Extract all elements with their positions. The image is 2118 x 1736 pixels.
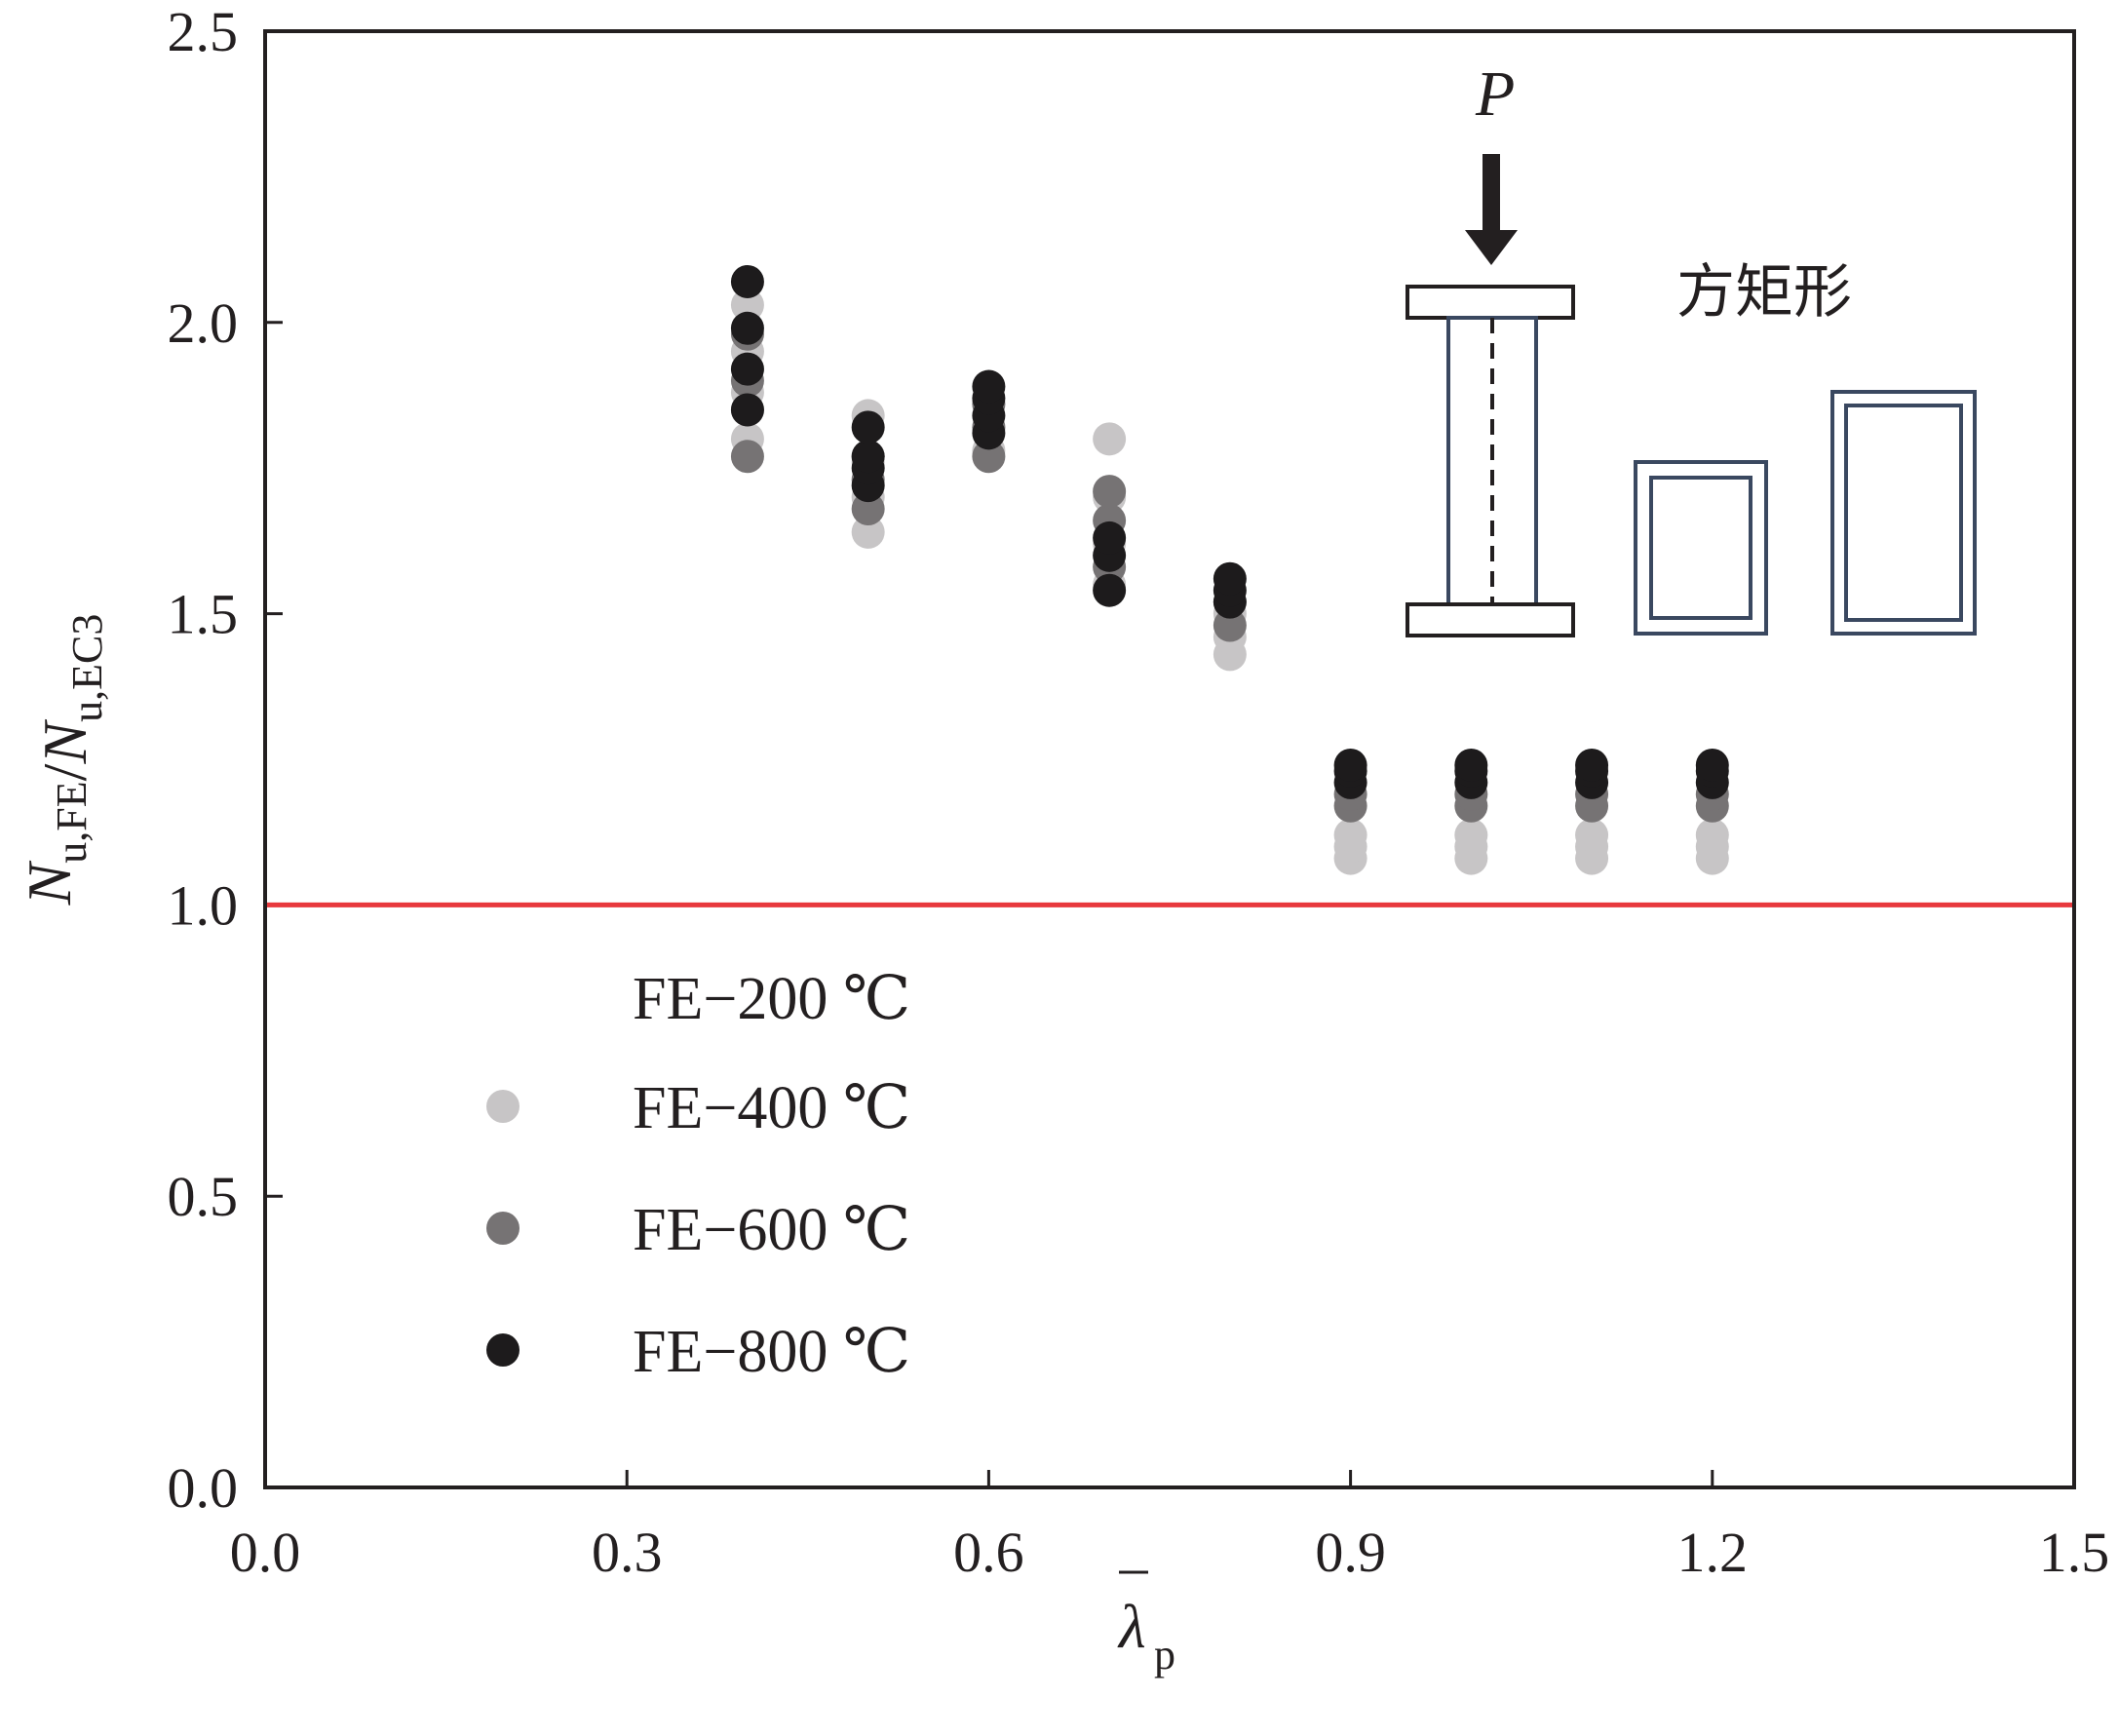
x-tick-label: 0.3: [592, 1521, 663, 1584]
data-point-series-3: [1333, 748, 1367, 782]
column-bottom-plate: [1406, 602, 1575, 637]
rect-section-inner: [1844, 404, 1963, 622]
data-point-series-1: [730, 288, 764, 322]
data-point-series-1: [1695, 818, 1729, 852]
legend-label: FE−200 ℃: [633, 966, 910, 1032]
legend: FE−200 ℃ FE−400 ℃ FE−600 ℃ FE−800 ℃: [486, 966, 910, 1385]
x-axis: 0.0 0.3 0.6 0.9 1.2 1.5: [230, 1470, 2110, 1584]
x-axis-title-symbol: λ: [1117, 1592, 1146, 1661]
load-arrow-shaft: [1483, 154, 1500, 232]
data-points: [730, 264, 1729, 875]
data-point-series-3: [730, 352, 764, 386]
inset-diagram: P 方矩形: [1406, 58, 1977, 637]
data-point-series-3: [851, 410, 885, 444]
load-label: P: [1475, 58, 1515, 130]
data-point-series-1: [1575, 818, 1609, 852]
data-point-series-2: [1093, 475, 1127, 509]
legend-label: FE−800 ℃: [633, 1319, 910, 1385]
data-point-series-2: [730, 440, 764, 474]
data-point-series-3: [730, 264, 764, 298]
x-tick-label: 0.9: [1315, 1521, 1386, 1584]
data-point-series-3: [1213, 561, 1247, 596]
data-point-series-1: [1333, 818, 1367, 852]
y-tick-label: 2.0: [168, 291, 239, 355]
y-tick-label: 0.5: [168, 1165, 239, 1228]
data-point-series-3: [1093, 573, 1127, 607]
load-arrow-head: [1465, 230, 1518, 265]
x-tick-label: 0.0: [230, 1521, 301, 1584]
data-point-series-3: [972, 369, 1006, 404]
data-point-series-3: [730, 311, 764, 345]
legend-marker: [486, 981, 520, 1014]
legend-marker: [486, 1090, 520, 1123]
x-axis-title-subscript: p: [1154, 1631, 1175, 1678]
data-point-series-1: [851, 515, 885, 549]
y-axis-title: Nu,FE/Nu,EC3: [15, 614, 111, 907]
column-top-plate: [1406, 285, 1575, 320]
x-tick-label: 0.6: [953, 1521, 1024, 1584]
plot-frame: [263, 29, 2076, 1489]
legend-label: FE−600 ℃: [633, 1197, 910, 1263]
data-point-series-2: [972, 440, 1006, 474]
y-axis: 0.0 0.5 1.0 1.5 2.0 2.5: [168, 0, 283, 1520]
data-point-series-1: [1454, 818, 1488, 852]
x-tick-label: 1.5: [2039, 1521, 2110, 1584]
data-point-series-2: [1213, 608, 1247, 642]
y-tick-label: 2.5: [168, 0, 239, 63]
data-point-series-3: [1454, 748, 1488, 782]
legend-marker: [486, 1212, 520, 1245]
data-point-series-3: [851, 440, 885, 474]
data-point-series-2: [851, 492, 885, 526]
data-point-series-3: [730, 393, 764, 427]
square-section-outer: [1634, 460, 1768, 636]
square-section-inner: [1649, 476, 1752, 620]
y-tick-label: 0.0: [168, 1456, 239, 1520]
legend-marker: [486, 1333, 520, 1367]
data-point-series-3: [1575, 748, 1609, 782]
x-tick-label: 1.2: [1677, 1521, 1749, 1584]
data-point-series-3: [1695, 748, 1729, 782]
x-axis-title: λ p: [1117, 1570, 1175, 1678]
legend-label: FE−400 ℃: [633, 1075, 910, 1141]
section-label: 方矩形: [1676, 258, 1852, 327]
y-tick-label: 1.0: [168, 873, 239, 937]
y-tick-label: 1.5: [168, 583, 239, 646]
data-point-series-3: [1093, 521, 1127, 555]
data-point-series-1: [1093, 422, 1127, 456]
rect-section-outer: [1830, 390, 1977, 636]
